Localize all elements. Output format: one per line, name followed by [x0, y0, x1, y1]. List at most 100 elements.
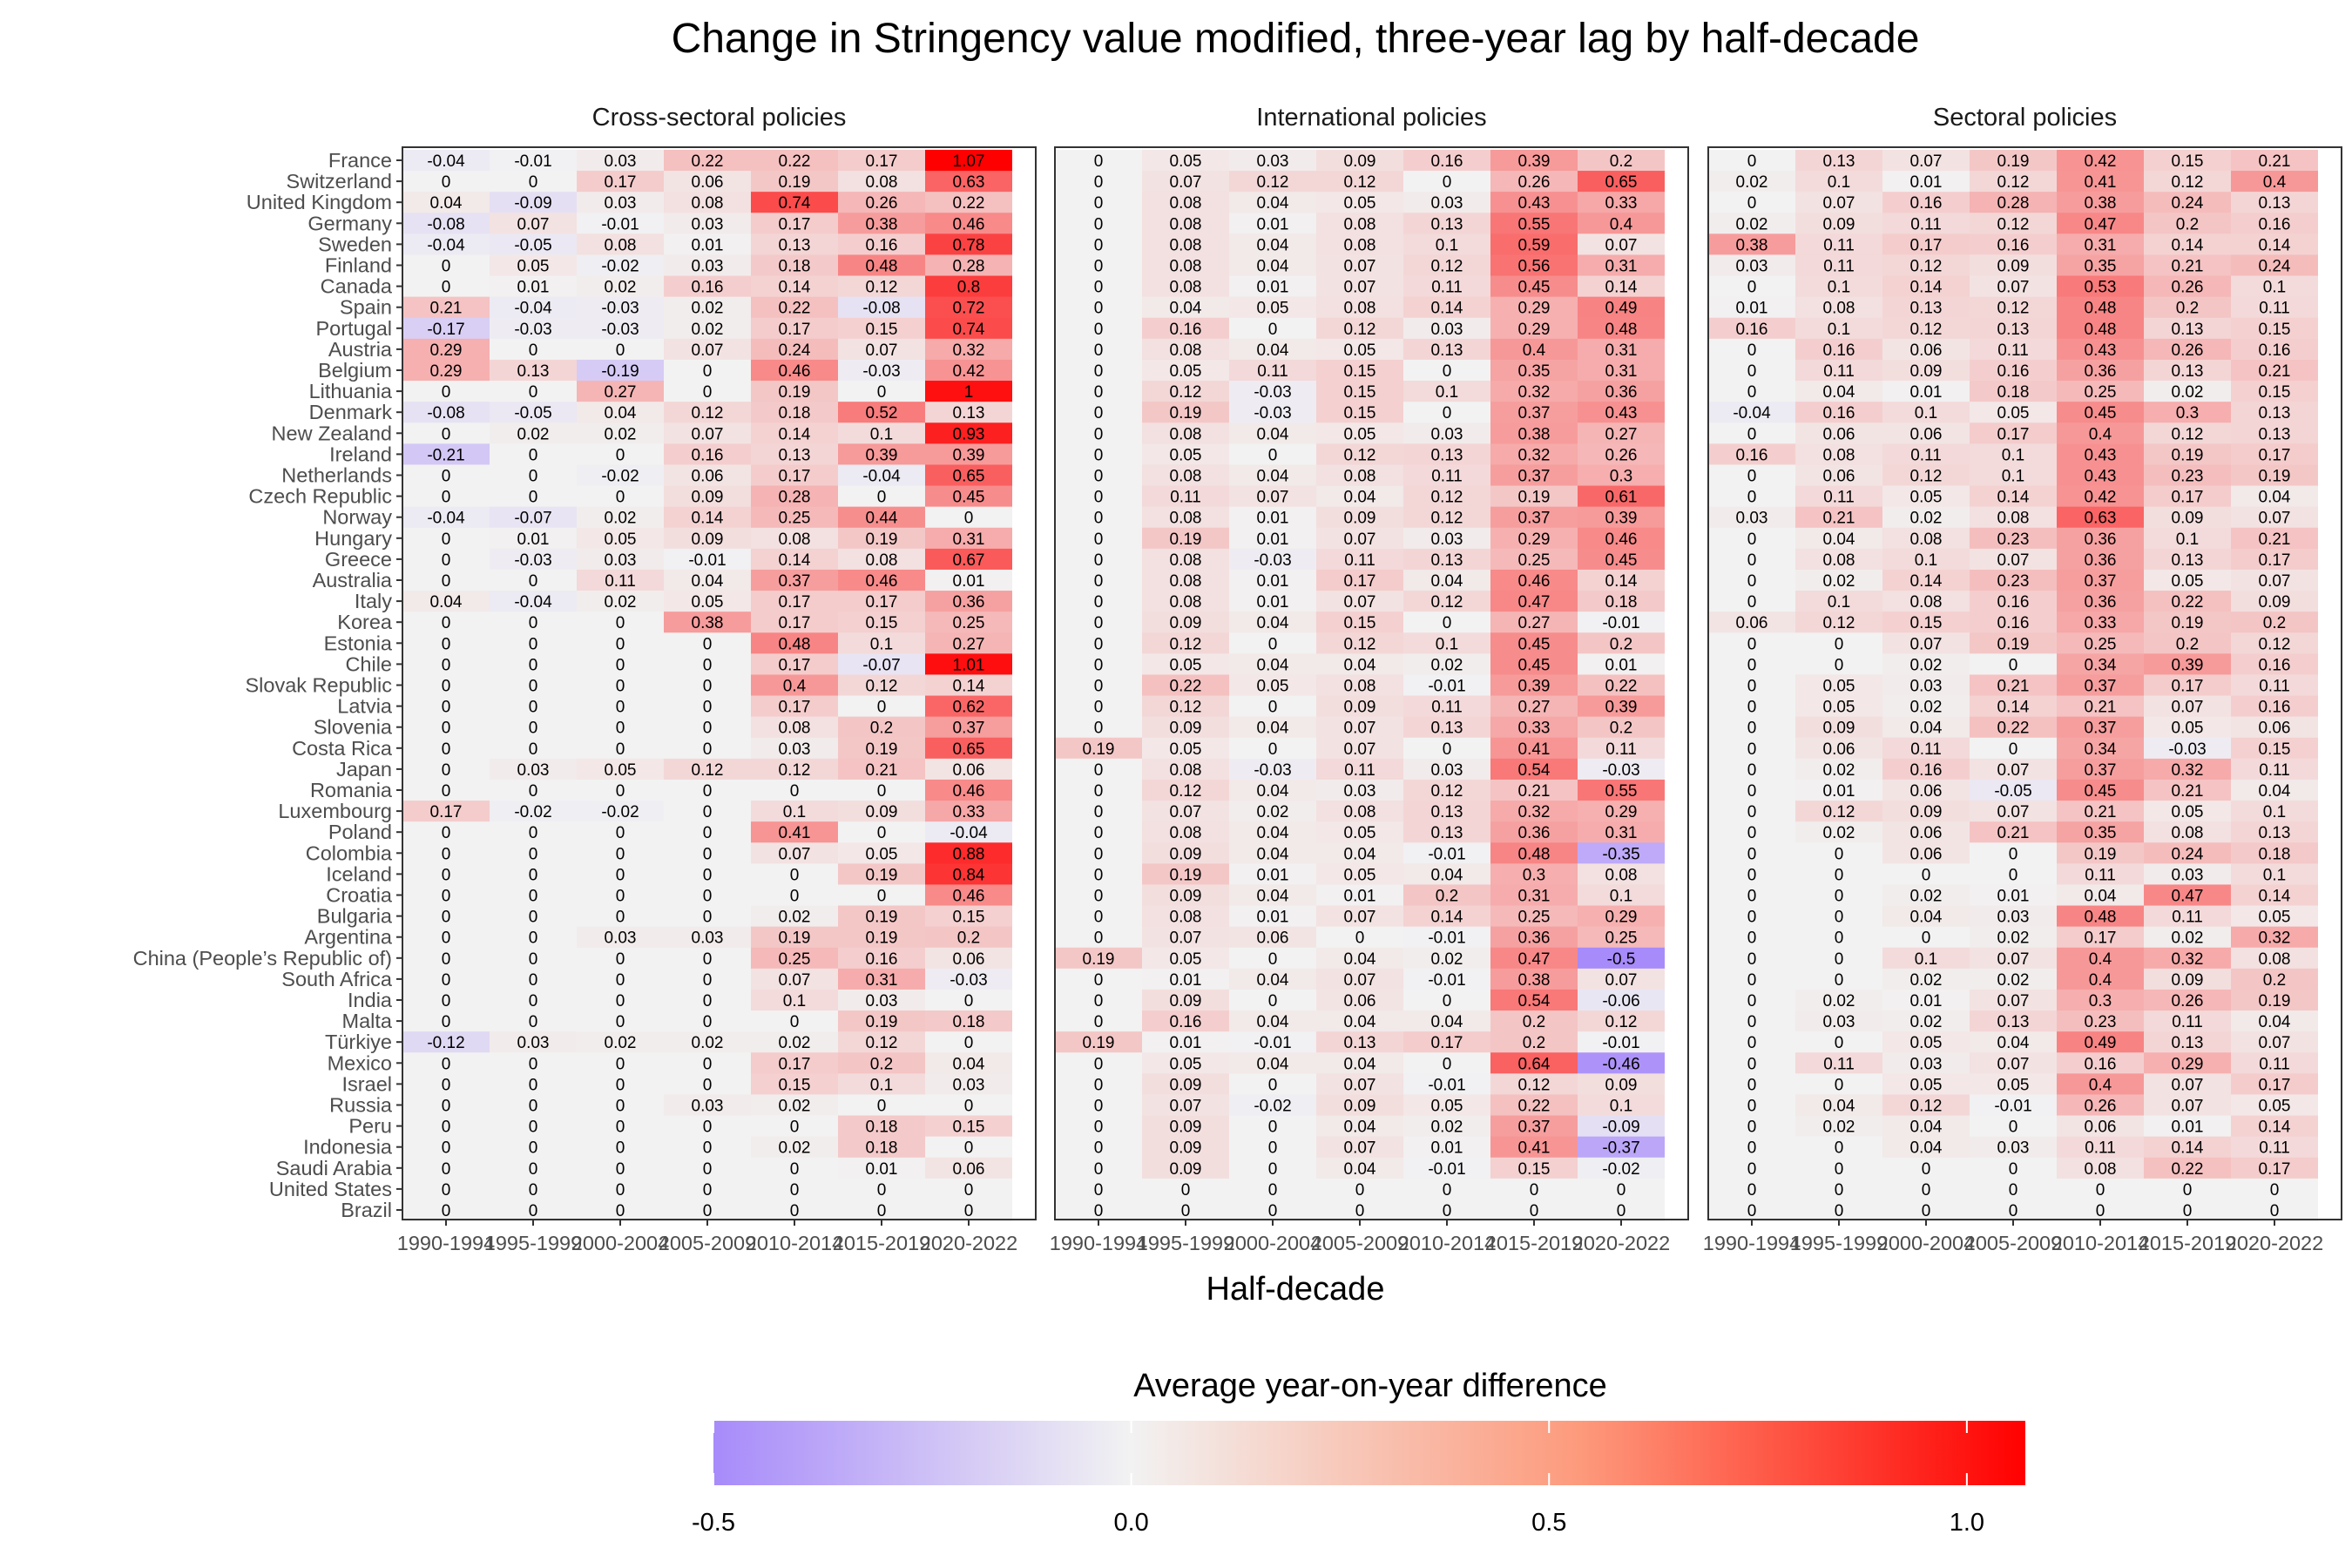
- cell-label: 0: [1094, 341, 1104, 360]
- heatmap-cell: [1229, 213, 1316, 234]
- cell-label: 0.13: [953, 404, 985, 422]
- y-tick-label: Luxembourg: [278, 800, 392, 822]
- heatmap-cell: [664, 1178, 751, 1200]
- y-tick-label: Ireland: [329, 443, 392, 465]
- heatmap-cell: [1403, 569, 1490, 591]
- cell-label: 0.43: [1605, 404, 1638, 422]
- heatmap-cell: [1055, 192, 1142, 213]
- cell-label: 0.02: [605, 425, 637, 443]
- cell-label: 0: [1747, 152, 1757, 171]
- cell-label: 0.05: [1910, 1076, 1943, 1094]
- heatmap-cell: [1403, 275, 1490, 298]
- heatmap-cell: [402, 527, 490, 550]
- cell-label: 0.11: [1997, 341, 2029, 360]
- cell-label: 0.09: [1344, 1098, 1376, 1116]
- heatmap-cell: [1316, 233, 1403, 256]
- heatmap-cell: [751, 591, 838, 612]
- heatmap-cell: [838, 338, 925, 361]
- heatmap-cell: [1490, 296, 1578, 319]
- cell-label: 0: [1094, 678, 1104, 696]
- heatmap-cell: [490, 422, 577, 444]
- heatmap-cell: [1403, 443, 1490, 466]
- cell-label: 0.31: [1605, 258, 1638, 276]
- cell-label: 0.17: [779, 699, 811, 717]
- cell-label: 0.1: [1915, 404, 1937, 422]
- cell-label: 0.21: [1518, 782, 1551, 801]
- heatmap-cell: [1316, 821, 1403, 843]
- heatmap-cell: [1316, 422, 1403, 444]
- heatmap-cell: [1578, 1010, 1665, 1032]
- heatmap-cell: [664, 381, 751, 402]
- cell-label: -0.03: [514, 321, 551, 339]
- cell-label: 0.02: [692, 321, 724, 339]
- cell-label: 0: [442, 971, 451, 990]
- cell-label: 0: [1094, 551, 1104, 570]
- heatmap-cell: [402, 1136, 490, 1159]
- cell-label: 0: [2009, 740, 2018, 759]
- cell-label: 0.08: [1170, 194, 1202, 213]
- cell-label: 0.13: [2259, 425, 2291, 443]
- heatmap-cell: [925, 989, 1012, 1011]
- cell-label: 0.12: [2259, 635, 2291, 653]
- cell-label: 0.11: [1823, 362, 1855, 381]
- heatmap-cell: [1316, 737, 1403, 760]
- cell-label: 0.46: [779, 362, 811, 381]
- heatmap-cell: [1055, 506, 1142, 529]
- heatmap-cell: [577, 612, 664, 633]
- cell-label: 0: [529, 720, 538, 738]
- cell-label: 0.35: [2085, 258, 2117, 276]
- heatmap-cell: [1055, 632, 1142, 654]
- cell-label: 0.08: [1170, 258, 1202, 276]
- heatmap-cell: [490, 884, 577, 907]
- cell-label: 0.19: [866, 740, 898, 759]
- cell-label: 0: [790, 1119, 800, 1137]
- cell-label: 0.07: [1605, 236, 1638, 254]
- cell-label: 0.28: [1997, 194, 2030, 213]
- cell-label: 0.42: [2085, 489, 2117, 507]
- cell-label: -0.05: [514, 404, 551, 422]
- heatmap-cell: [838, 989, 925, 1011]
- cell-label: 0.39: [1605, 510, 1638, 528]
- cell-label: 0.65: [1605, 173, 1638, 192]
- cell-label: 0: [1443, 1202, 1452, 1220]
- x-tick-label: 1990-1994: [397, 1232, 495, 1254]
- heatmap-cell: [1142, 275, 1229, 298]
- x-tick-label: 2000-2004: [1224, 1232, 1321, 1254]
- cell-label: 0: [529, 383, 538, 402]
- cell-label: 0.34: [2085, 740, 2117, 759]
- cell-label: 0: [1094, 1160, 1104, 1179]
- cell-label: 0.03: [953, 1076, 985, 1094]
- cell-label: 0.11: [1823, 1055, 1855, 1073]
- cell-label: 0.01: [692, 236, 724, 254]
- cell-label: 0.05: [2259, 909, 2291, 927]
- cell-label: 0.48: [779, 635, 811, 653]
- heatmap-cell: [1055, 947, 1142, 970]
- heatmap-cell: [925, 443, 1012, 466]
- cell-label: 0.48: [1518, 845, 1551, 863]
- heatmap-cell: [1578, 485, 1665, 508]
- cell-label: 0.09: [1997, 258, 2030, 276]
- cell-label: 0.36: [2085, 551, 2117, 570]
- cell-label: 0.19: [1083, 1034, 1115, 1052]
- cell-label: 0.01: [1910, 173, 1943, 192]
- heatmap-cell: [402, 947, 490, 970]
- cell-label: 0.04: [1257, 614, 1289, 632]
- cell-label: 0.04: [1257, 194, 1289, 213]
- heatmap-cell: [1229, 381, 1316, 402]
- heatmap-cell: [925, 591, 1012, 612]
- cell-label: 0.05: [1910, 489, 1943, 507]
- cell-label: 0: [1747, 531, 1757, 549]
- cell-label: 0.13: [2172, 1034, 2204, 1052]
- heatmap-cell: [925, 1031, 1012, 1053]
- cell-label: 0: [1268, 1076, 1278, 1094]
- cell-label: 0.17: [779, 215, 811, 233]
- cell-label: 0.29: [1518, 300, 1551, 318]
- heatmap-cell: [1578, 821, 1665, 843]
- cell-label: 0: [703, 824, 713, 842]
- heatmap-cell: [577, 842, 664, 864]
- heatmap-cell: [1055, 1052, 1142, 1074]
- heatmap-cell: [1229, 485, 1316, 508]
- cell-label: -0.03: [1602, 761, 1639, 780]
- heatmap-cell: [490, 1073, 577, 1096]
- cell-label: 0: [442, 740, 451, 759]
